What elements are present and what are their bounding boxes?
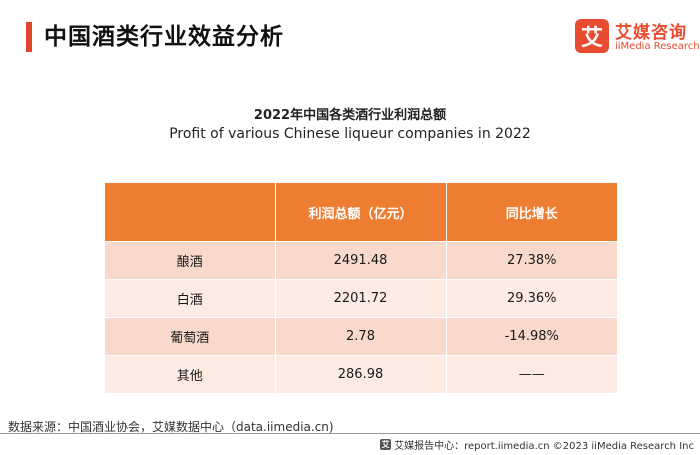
header-category (105, 183, 275, 242)
logo-mark-icon: 艾 (575, 19, 609, 53)
table-row: 葡萄酒 2.78 -14.98% (105, 317, 617, 356)
cell-category: 白酒 (105, 279, 275, 318)
cell-profit: 2.78 (274, 317, 446, 356)
page-title: 中国酒类行业效益分析 (44, 24, 284, 50)
cell-category: 酿酒 (105, 241, 275, 280)
cell-category: 葡萄酒 (105, 317, 275, 356)
table-row: 酿酒 2491.48 27.38% (105, 241, 617, 280)
table-title-chinese: 2022年中国各类酒行业利润总额 (253, 108, 447, 123)
cell-growth: 29.36% (445, 279, 617, 318)
profit-table: 利润总额（亿元） 同比增长 酿酒 2491.48 27.38% 白酒 2201.… (105, 183, 617, 393)
cell-growth: —— (445, 355, 617, 393)
table-row: 其他 286.98 —— (105, 355, 617, 393)
header-profit: 利润总额（亿元） (274, 183, 446, 242)
cell-category: 其他 (105, 355, 275, 393)
header-growth: 同比增长 (445, 183, 617, 242)
cell-growth: -14.98% (445, 317, 617, 356)
cell-growth: 27.38% (445, 241, 617, 280)
footer-divider (0, 433, 700, 434)
table-header-row: 利润总额（亿元） 同比增长 (105, 183, 617, 242)
logo-english-text: iiMedia Research (615, 41, 700, 52)
footer-right-text: 艾媒报告中心：report.iimedia.cn ©2023 iiMedia R… (394, 441, 694, 452)
footer-copyright: 艾 艾媒报告中心：report.iimedia.cn ©2023 iiMedia… (380, 437, 694, 452)
iimedia-logo: 艾 艾媒咨询 iiMedia Research (575, 19, 700, 57)
title-accent-bar (26, 22, 32, 52)
table-row: 白酒 2201.72 29.36% (105, 279, 617, 318)
data-source: 数据来源：中国酒业协会，艾媒数据中心（data.iimedia.cn) (8, 420, 334, 434)
logo-chinese-text: 艾媒咨询 (615, 23, 687, 43)
table-title-english: Profit of various Chinese liqueur compan… (169, 126, 531, 142)
report-center-icon: 艾 (380, 439, 392, 450)
cell-profit: 2201.72 (274, 279, 446, 318)
cell-profit: 2491.48 (274, 241, 446, 280)
cell-profit: 286.98 (274, 355, 446, 393)
